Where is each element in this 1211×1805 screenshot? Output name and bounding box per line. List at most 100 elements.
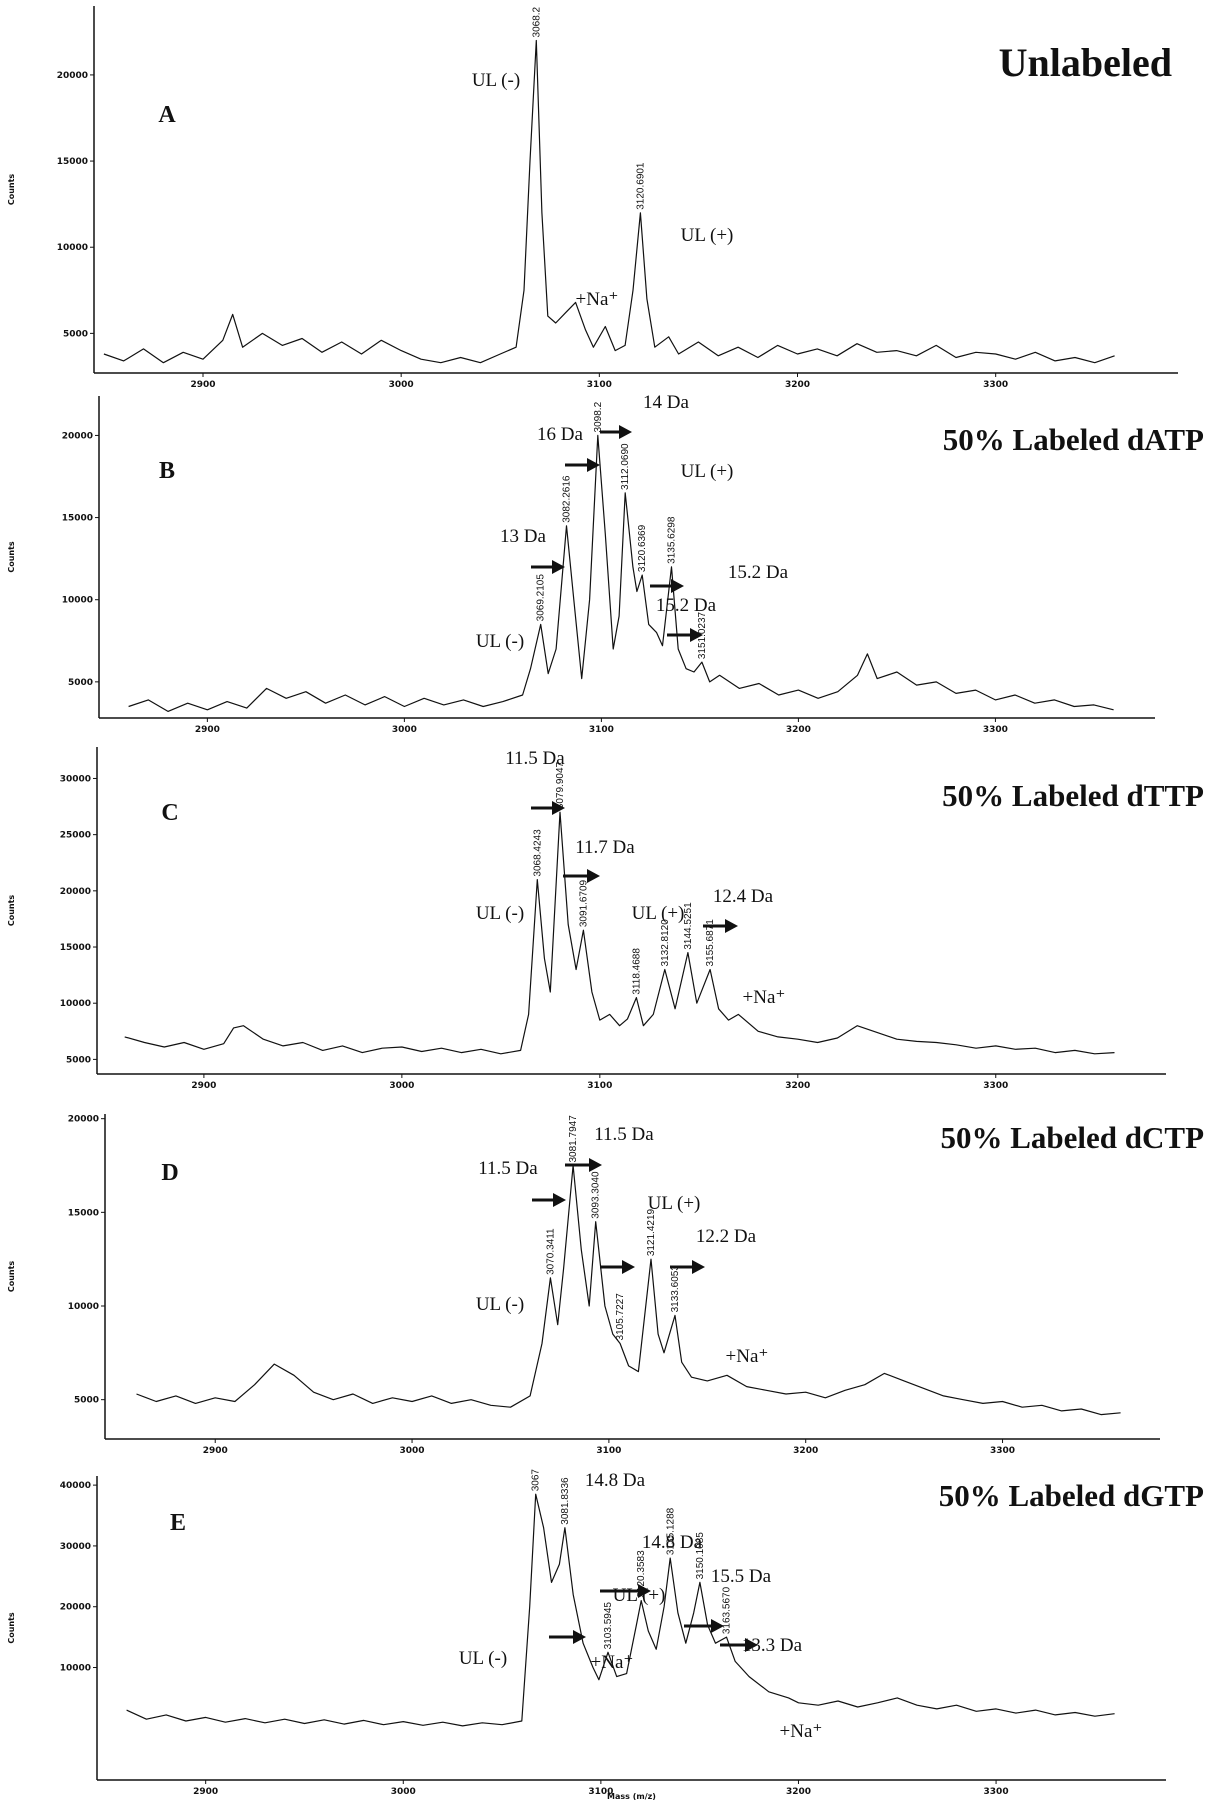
panel-letter: C (161, 800, 178, 826)
spectrum-line (126, 1493, 1115, 1727)
peak-label: 3068.2 (531, 6, 542, 37)
peak-label: 3069.2105 (536, 574, 547, 622)
y-tick-label: 10000 (57, 243, 88, 253)
y-axis-label: Counts (7, 895, 16, 927)
peak-label: 3079.9047 (555, 761, 566, 809)
arrow-head (725, 919, 738, 933)
spectrum-line (136, 1164, 1121, 1416)
y-tick-label: 25000 (60, 831, 91, 841)
peak-label: 3098.2 (593, 401, 604, 432)
panel-letter: A (158, 102, 176, 128)
peak-label: 3067 (531, 1469, 542, 1492)
peak-label: 3133.6053 (670, 1265, 681, 1313)
annotation: UL (+) (648, 1193, 701, 1214)
peak-label: 3132.8120 (660, 919, 671, 967)
annotation: +Na⁺ (576, 289, 619, 310)
x-tick-label: 3100 (587, 1081, 612, 1091)
peak-label: 3082.2616 (561, 475, 572, 523)
y-tick-label: 40000 (60, 1481, 91, 1491)
x-tick-label: 3200 (785, 1081, 810, 1091)
panel-letter: B (159, 458, 175, 484)
arrow-head (589, 1158, 602, 1172)
annotation: 14 Da (643, 392, 689, 413)
arrow-head (745, 1638, 758, 1652)
annotation: UL (-) (459, 1648, 507, 1669)
panel-title: 50% Labeled dCTP (940, 1120, 1204, 1155)
y-tick-label: 15000 (62, 514, 93, 524)
annotation: 11.5 Da (478, 1158, 538, 1179)
annotation: 11.5 Da (505, 748, 565, 769)
x-tick-label: 3300 (990, 1446, 1015, 1456)
panel-letter: D (161, 1160, 178, 1186)
arrow-head (553, 1193, 566, 1207)
x-tick-label: 2900 (195, 725, 220, 735)
peak-label: 3105.7227 (615, 1293, 626, 1341)
peak-label: 3103.5945 (603, 1602, 614, 1650)
x-tick-label: 3100 (588, 1787, 613, 1797)
peak-label: 3155.6871 (705, 919, 716, 967)
x-tick-label: 2900 (191, 1081, 216, 1091)
spectrum-line (124, 811, 1115, 1055)
annotation: +Na⁺ (743, 987, 786, 1008)
y-tick-label: 15000 (68, 1208, 99, 1218)
arrow-head (552, 801, 565, 815)
x-tick-label: 2900 (190, 380, 215, 390)
peak-label: 3135.1288 (665, 1507, 676, 1555)
annotation: +Na⁺ (726, 1346, 769, 1367)
y-tick-label: 15000 (60, 943, 91, 953)
annotation: 15.2 Da (728, 562, 789, 583)
y-tick-label: 10000 (60, 1664, 91, 1674)
peak-label: 3144.5251 (683, 902, 694, 950)
x-tick-label: 3000 (389, 1081, 414, 1091)
peak-label: 3120.3583 (636, 1550, 647, 1598)
peak-label: 3163.5670 (721, 1586, 732, 1634)
y-tick-label: 30000 (60, 774, 91, 784)
annotation: +Na⁺ (780, 1721, 823, 1742)
arrow-head (692, 1260, 705, 1274)
annotation: UL (+) (632, 903, 685, 924)
x-tick-label: 3200 (786, 1787, 811, 1797)
arrow-head (587, 869, 600, 883)
y-tick-label: 10000 (68, 1302, 99, 1312)
y-axis-label: Counts (7, 1612, 16, 1644)
peak-label: 3112.0690 (620, 443, 631, 490)
panel-title: 50% Labeled dTTP (942, 778, 1204, 813)
x-tick-label: 3000 (392, 725, 417, 735)
annotation: UL (+) (681, 225, 734, 246)
peak-label: 3135.6298 (667, 516, 678, 564)
x-tick-label: 3200 (786, 725, 811, 735)
peak-label: 3093.3040 (591, 1171, 602, 1219)
y-tick-label: 10000 (62, 596, 93, 606)
peak-label: 3068.4243 (532, 829, 543, 877)
x-tick-label: 3200 (793, 1446, 818, 1456)
annotation: UL (-) (476, 631, 524, 652)
peak-label: 3091.6709 (578, 879, 589, 927)
x-tick-label: 3100 (587, 380, 612, 390)
panel-title: 50% Labeled dGTP (939, 1478, 1204, 1513)
y-axis-label: Counts (7, 1261, 16, 1293)
annotation: UL (-) (472, 70, 520, 91)
x-tick-label: 3100 (596, 1446, 621, 1456)
y-tick-label: 20000 (60, 887, 91, 897)
y-tick-label: 5000 (68, 678, 93, 688)
arrow-head (690, 628, 703, 642)
annotation: +Na⁺ (591, 1652, 634, 1673)
spectrum-line (128, 434, 1114, 712)
y-axis-label: Counts (7, 174, 16, 206)
annotation: UL (-) (476, 1294, 524, 1315)
y-tick-label: 20000 (60, 1603, 91, 1613)
spectrum-line (103, 39, 1115, 364)
y-tick-label: 15000 (57, 157, 88, 167)
y-tick-label: 30000 (60, 1542, 91, 1552)
x-axis-label: Mass (m/z) (607, 1792, 656, 1800)
arrow-head (671, 579, 684, 593)
annotation: 15.5 Da (711, 1566, 772, 1587)
arrow-head (622, 1260, 635, 1274)
peak-label: 3120.6369 (637, 524, 648, 572)
arrow-head (711, 1619, 724, 1633)
x-tick-label: 3200 (785, 380, 810, 390)
y-axis-label: Counts (7, 541, 16, 573)
y-tick-label: 5000 (66, 1055, 91, 1065)
y-tick-label: 5000 (63, 329, 88, 339)
